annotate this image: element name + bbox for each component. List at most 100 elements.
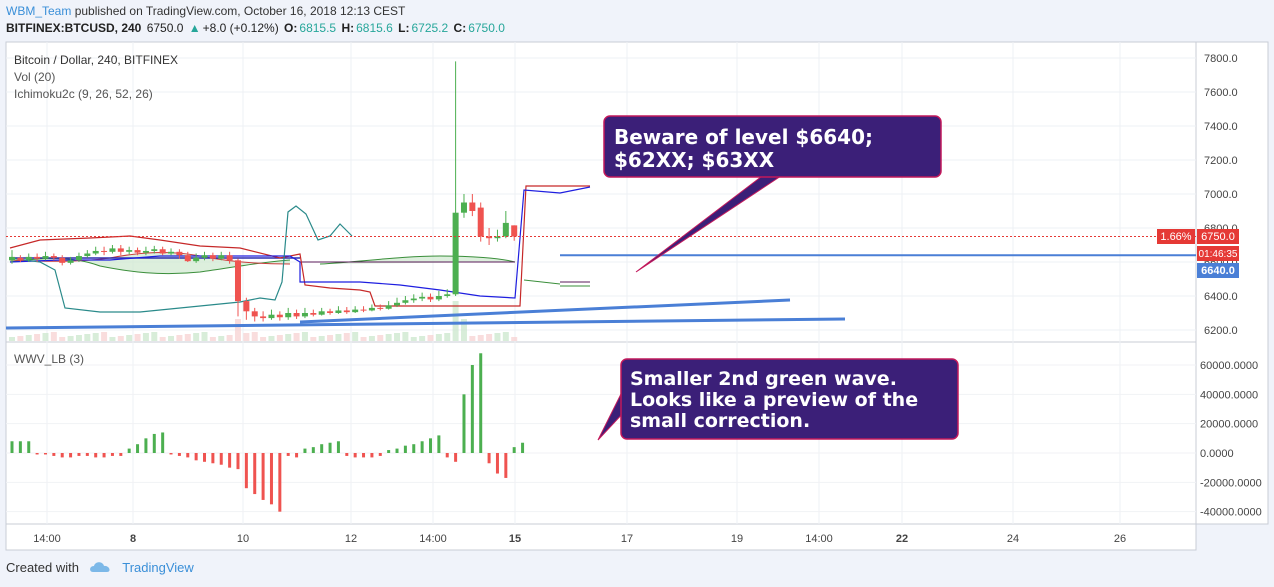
- oscillator-bar: [336, 441, 340, 453]
- candle-body: [226, 255, 233, 261]
- candle-body: [394, 302, 401, 306]
- oscillator-bar: [487, 453, 491, 464]
- osc-tick-label: 60000.0000: [1200, 360, 1258, 372]
- candle-body: [251, 311, 258, 317]
- candle-body: [168, 251, 175, 254]
- oscillator-bar: [228, 453, 232, 468]
- volume-bar: [142, 333, 149, 341]
- volume-bar: [59, 337, 66, 341]
- oscillator-bar: [420, 441, 424, 453]
- author-link[interactable]: WBM_Team: [6, 4, 72, 18]
- candle-body: [9, 256, 15, 261]
- candle: [168, 248, 175, 256]
- candle: [494, 229, 501, 242]
- oscillator-bar: [211, 453, 215, 464]
- callout-bottom-line3: small correction.: [630, 410, 810, 432]
- candle: [276, 311, 283, 321]
- volume-bar: [226, 335, 233, 341]
- candle-body: [502, 222, 509, 237]
- candle-body: [176, 251, 183, 256]
- upper-trendline[interactable]: [299, 298, 791, 324]
- volume-bar: [34, 334, 41, 341]
- candle-body: [134, 250, 141, 253]
- candle: [184, 251, 191, 262]
- price-change: +8.0 (+0.12%): [202, 21, 279, 35]
- oscillator-bar: [311, 447, 315, 453]
- price-axis[interactable]: [1195, 41, 1269, 525]
- candle-body: [59, 257, 66, 263]
- callout-bottom-line1: Smaller 2nd green wave.: [630, 368, 897, 390]
- candle: [25, 253, 32, 262]
- lower-trendline[interactable]: [5, 317, 846, 330]
- oscillator-bar: [462, 394, 466, 453]
- oscillator-bar: [186, 453, 190, 458]
- volume-bar: [285, 334, 292, 341]
- price-pane[interactable]: [5, 41, 1197, 343]
- oscillator-bar: [429, 438, 432, 453]
- oscillator-legend[interactable]: WWV_LB (3): [14, 352, 84, 366]
- volume-bar: [109, 337, 116, 341]
- time-tick-label: 10: [237, 533, 249, 545]
- oscillator-bar: [521, 442, 525, 453]
- candle: [318, 307, 325, 316]
- publish-info: WBM_Team published on TradingView.com, O…: [6, 4, 405, 18]
- volume-bar: [218, 336, 225, 341]
- volume-bar: [293, 333, 300, 341]
- candle: [469, 194, 476, 217]
- time-axis[interactable]: [5, 523, 1197, 551]
- volume-bar: [352, 332, 359, 341]
- callout-top[interactable]: Beware of level $6640; $62XX; $63XX: [603, 115, 942, 273]
- osc-tick-label: 0.0000: [1200, 448, 1234, 460]
- candle-body: [444, 294, 451, 296]
- candle: [427, 293, 434, 302]
- candle: [75, 252, 82, 262]
- footer: Created with TradingView: [6, 560, 194, 577]
- candle-body: [92, 250, 99, 254]
- candle-body: [343, 310, 350, 313]
- volume-bar: [502, 332, 509, 341]
- price-tick-label: 7200.0: [1204, 155, 1238, 167]
- low-label: L:: [398, 21, 410, 35]
- callout-bottom[interactable]: Smaller 2nd green wave. Looks like a pre…: [597, 358, 959, 441]
- volume-legend[interactable]: Vol (20): [14, 70, 55, 84]
- volume-bar: [276, 335, 283, 341]
- level-badge: 6640.0: [1201, 265, 1235, 277]
- volume-bar: [17, 336, 24, 341]
- oscillator-bar: [286, 453, 290, 456]
- volume-bar: [117, 336, 124, 341]
- price-tick-label: 7600.0: [1204, 87, 1238, 99]
- candle: [117, 245, 124, 256]
- volume-bar: [419, 336, 426, 341]
- candle: [511, 225, 518, 241]
- time-axis-ticks: 14:00 8 10 12 14:00 15 17 19 14:00 22 24 26: [33, 533, 1126, 545]
- candle: [243, 297, 250, 320]
- oscillator-bar: [152, 433, 156, 453]
- oscillator-bar: [512, 447, 516, 453]
- publish-text: published on TradingView.com, October 16…: [74, 4, 406, 18]
- oscillator-bar: [403, 445, 407, 453]
- oscillator-pane[interactable]: [5, 341, 1197, 525]
- oscillator-bar: [119, 453, 123, 456]
- osc-tick-label: -40000.0000: [1200, 507, 1262, 519]
- time-tick-label: 19: [731, 533, 743, 545]
- candle-body: [75, 256, 82, 261]
- level-badge-bg: [1197, 263, 1239, 278]
- volume-bar: [50, 332, 57, 341]
- last-price: 6750.0: [146, 21, 184, 35]
- candle: [385, 301, 392, 310]
- tradingview-link[interactable]: TradingView: [122, 560, 194, 575]
- candle: [42, 251, 49, 261]
- oscillator-bar: [169, 453, 173, 455]
- oscillator-bar: [69, 453, 73, 458]
- candle: [126, 246, 133, 255]
- candle: [368, 304, 375, 312]
- ichimoku-legend[interactable]: Ichimoku2c (9, 26, 52, 26): [14, 87, 153, 101]
- countdown-badge: 01:46:35: [1199, 249, 1238, 260]
- candle-body: [17, 257, 24, 261]
- candle: [452, 61, 459, 296]
- candle-body: [293, 313, 300, 317]
- oscillator-bar: [161, 432, 165, 453]
- candle: [34, 253, 41, 262]
- candle-body: [360, 309, 367, 311]
